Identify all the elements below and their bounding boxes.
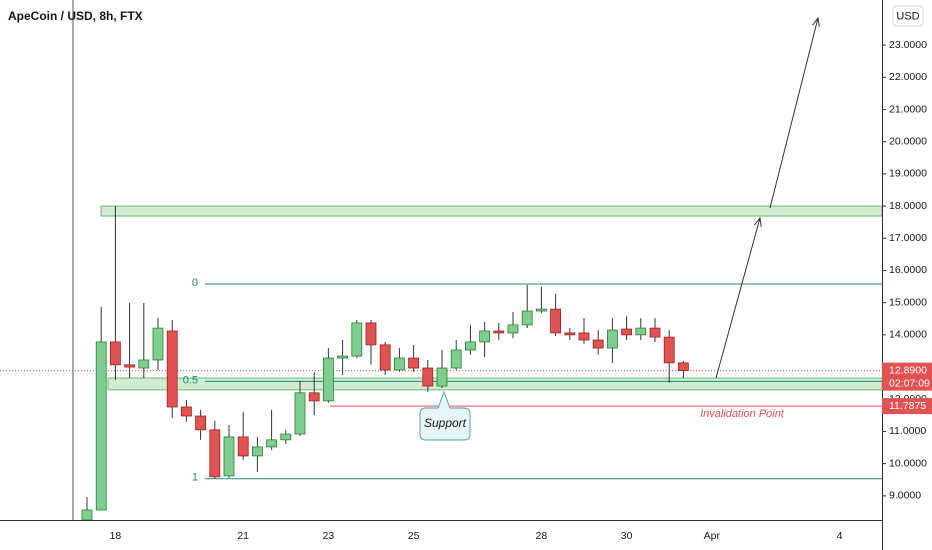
candle-body [550, 308, 561, 334]
candle-body [678, 362, 689, 372]
y-tick-label: 22.0000 [889, 71, 927, 83]
candle-body [337, 355, 349, 359]
arrow [769, 16, 820, 209]
candle-body [564, 332, 576, 336]
candle-body [479, 330, 491, 343]
candle-body [308, 392, 320, 402]
candle-body [365, 322, 377, 346]
candle-body [180, 406, 192, 417]
candle-body [110, 341, 121, 366]
y-tick-label: 11.0000 [889, 425, 926, 437]
chart-title: ApeCoin / USD, 8h, FTX [8, 9, 143, 23]
candle-body [379, 344, 391, 371]
invalidation-tag [882, 398, 932, 415]
x-tick-label: 30 [621, 530, 633, 542]
candle-body [280, 433, 292, 441]
currency-button[interactable] [892, 5, 924, 27]
candle-body [464, 341, 476, 351]
y-tick-label: 9.0000 [889, 490, 921, 502]
y-tick-label: 20.0000 [889, 135, 927, 147]
candle-body [209, 429, 221, 478]
x-tick-label: 28 [536, 530, 548, 542]
y-tick-label: 15.0000 [889, 296, 927, 308]
support-label: Support [424, 416, 467, 430]
support-callout [419, 390, 471, 441]
candle-body [408, 357, 420, 369]
zone [100, 205, 883, 217]
candle-body [663, 336, 675, 364]
candle-body [450, 349, 462, 369]
candle-body [124, 364, 135, 368]
y-tick-label: 17.0000 [889, 232, 927, 244]
candle-body [294, 392, 306, 435]
x-tick-label: 21 [237, 530, 249, 542]
candle-body [521, 310, 533, 326]
candle-body [621, 328, 632, 336]
y-tick-label: 16.0000 [889, 264, 927, 276]
candle-body [166, 330, 178, 408]
x-tick-label: Apr [704, 530, 721, 542]
candle-body [507, 324, 519, 334]
fib-label: 1 [192, 472, 198, 484]
last-price-label: 12.8900 [889, 364, 927, 376]
candle-body [592, 339, 604, 349]
candle-body [493, 330, 505, 334]
candle-body [436, 367, 448, 387]
x-tick-label: 4 [837, 530, 843, 542]
candle-body [152, 327, 164, 361]
candle-body [81, 509, 93, 521]
candle-body [95, 341, 107, 511]
y-tick-label: 10.0000 [889, 457, 927, 469]
y-tick-label: 21.0000 [889, 103, 927, 115]
invalidation-text: Invalidation Point [700, 408, 785, 420]
countdown: 02:07:09 [889, 377, 930, 389]
x-tick-label: 25 [408, 530, 420, 542]
candle-body [266, 439, 278, 448]
candle-body [195, 415, 207, 431]
x-tick-label: 23 [323, 530, 335, 542]
candle-body [422, 367, 434, 387]
candle-body [322, 357, 334, 402]
candle-body [578, 332, 590, 341]
x-tick-label: 18 [110, 530, 122, 542]
y-tick-label: 14.0000 [889, 329, 927, 341]
fib-label: 0.5 [183, 374, 198, 386]
candle-body [635, 327, 647, 336]
y-tick-label: 23.0000 [889, 39, 927, 51]
candle-body [649, 327, 661, 338]
candle-body [251, 446, 263, 457]
candle-body [393, 357, 405, 371]
candle-body [536, 308, 547, 312]
y-tick-label: 18.0000 [889, 200, 927, 212]
currency-label[interactable]: USD [896, 10, 919, 22]
arrow [715, 216, 762, 379]
zone [107, 377, 883, 391]
fib-label: 0 [192, 277, 198, 289]
candle-body [607, 329, 618, 349]
invalidation-label: 11.7875 [889, 400, 926, 412]
y-tick-label: 19.0000 [889, 168, 927, 180]
candle-body [138, 359, 150, 369]
candle-body [237, 436, 249, 457]
candle-body [223, 436, 235, 477]
candle-body [351, 322, 363, 357]
last-price-tag [882, 362, 932, 391]
